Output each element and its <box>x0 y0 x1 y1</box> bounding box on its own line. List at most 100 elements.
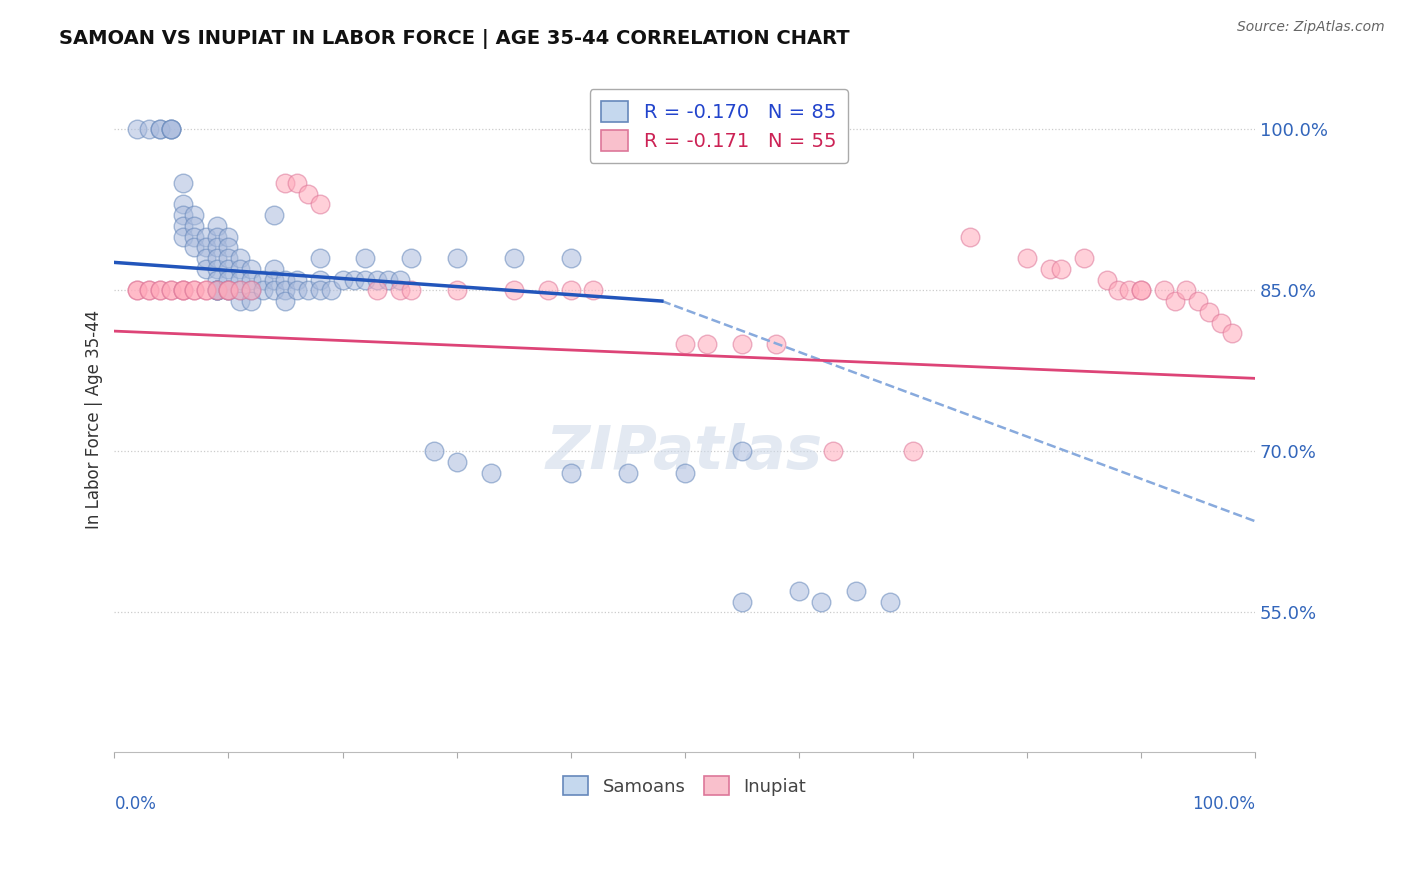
Point <box>217 283 239 297</box>
Point <box>399 251 422 265</box>
Point <box>149 283 172 297</box>
Point <box>696 337 718 351</box>
Point <box>673 337 696 351</box>
Point <box>399 283 422 297</box>
Point <box>730 337 752 351</box>
Point <box>297 186 319 201</box>
Point <box>959 229 981 244</box>
Point <box>879 594 901 608</box>
Point <box>172 176 194 190</box>
Point <box>205 219 228 233</box>
Point <box>263 261 285 276</box>
Point <box>810 594 832 608</box>
Point <box>1129 283 1152 297</box>
Text: Source: ZipAtlas.com: Source: ZipAtlas.com <box>1237 20 1385 34</box>
Point <box>172 283 194 297</box>
Point <box>502 251 524 265</box>
Point <box>183 240 205 254</box>
Point <box>205 251 228 265</box>
Point <box>217 261 239 276</box>
Point <box>229 283 252 297</box>
Point <box>388 272 411 286</box>
Point <box>205 283 228 297</box>
Point <box>217 229 239 244</box>
Point <box>205 283 228 297</box>
Y-axis label: In Labor Force | Age 35-44: In Labor Force | Age 35-44 <box>86 310 103 529</box>
Point <box>1129 283 1152 297</box>
Point <box>160 122 183 136</box>
Point <box>377 272 399 286</box>
Point <box>285 176 308 190</box>
Point <box>366 272 388 286</box>
Point <box>502 283 524 297</box>
Point <box>194 229 217 244</box>
Point <box>205 272 228 286</box>
Point <box>1153 283 1175 297</box>
Point <box>172 197 194 211</box>
Point <box>263 208 285 222</box>
Point <box>366 283 388 297</box>
Point <box>308 197 330 211</box>
Point <box>252 283 274 297</box>
Point <box>308 272 330 286</box>
Point <box>183 208 205 222</box>
Point <box>1095 272 1118 286</box>
Point <box>673 466 696 480</box>
Point <box>240 272 263 286</box>
Point <box>205 283 228 297</box>
Point <box>172 219 194 233</box>
Point <box>787 583 810 598</box>
Point <box>1107 283 1129 297</box>
Point <box>582 283 605 297</box>
Point <box>765 337 787 351</box>
Point <box>183 229 205 244</box>
Point <box>229 261 252 276</box>
Point <box>217 251 239 265</box>
Point <box>1164 294 1187 309</box>
Point <box>138 283 160 297</box>
Point <box>422 444 444 458</box>
Point <box>160 283 183 297</box>
Point <box>285 272 308 286</box>
Point <box>160 283 183 297</box>
Point <box>332 272 354 286</box>
Point <box>1039 261 1062 276</box>
Point <box>172 283 194 297</box>
Point <box>183 219 205 233</box>
Point <box>194 283 217 297</box>
Point <box>901 444 924 458</box>
Point <box>127 122 149 136</box>
Point <box>229 272 252 286</box>
Point <box>138 122 160 136</box>
Point <box>1073 251 1095 265</box>
Point <box>205 229 228 244</box>
Point <box>308 251 330 265</box>
Point <box>1175 283 1198 297</box>
Point <box>240 294 263 309</box>
Point <box>274 294 297 309</box>
Point <box>560 283 582 297</box>
Point <box>343 272 366 286</box>
Point <box>616 466 638 480</box>
Point <box>160 122 183 136</box>
Point <box>217 283 239 297</box>
Point <box>240 283 263 297</box>
Point <box>194 240 217 254</box>
Point <box>172 208 194 222</box>
Point <box>446 251 468 265</box>
Point <box>1050 261 1073 276</box>
Point <box>205 283 228 297</box>
Point <box>149 122 172 136</box>
Legend: Samoans, Inupiat: Samoans, Inupiat <box>555 768 814 803</box>
Point <box>354 251 377 265</box>
Point <box>446 455 468 469</box>
Point <box>194 283 217 297</box>
Text: 0.0%: 0.0% <box>114 795 156 814</box>
Point <box>263 283 285 297</box>
Point <box>308 283 330 297</box>
Text: 100.0%: 100.0% <box>1192 795 1256 814</box>
Point <box>730 444 752 458</box>
Point <box>319 283 342 297</box>
Point <box>183 283 205 297</box>
Text: ZIPatlas: ZIPatlas <box>546 423 823 482</box>
